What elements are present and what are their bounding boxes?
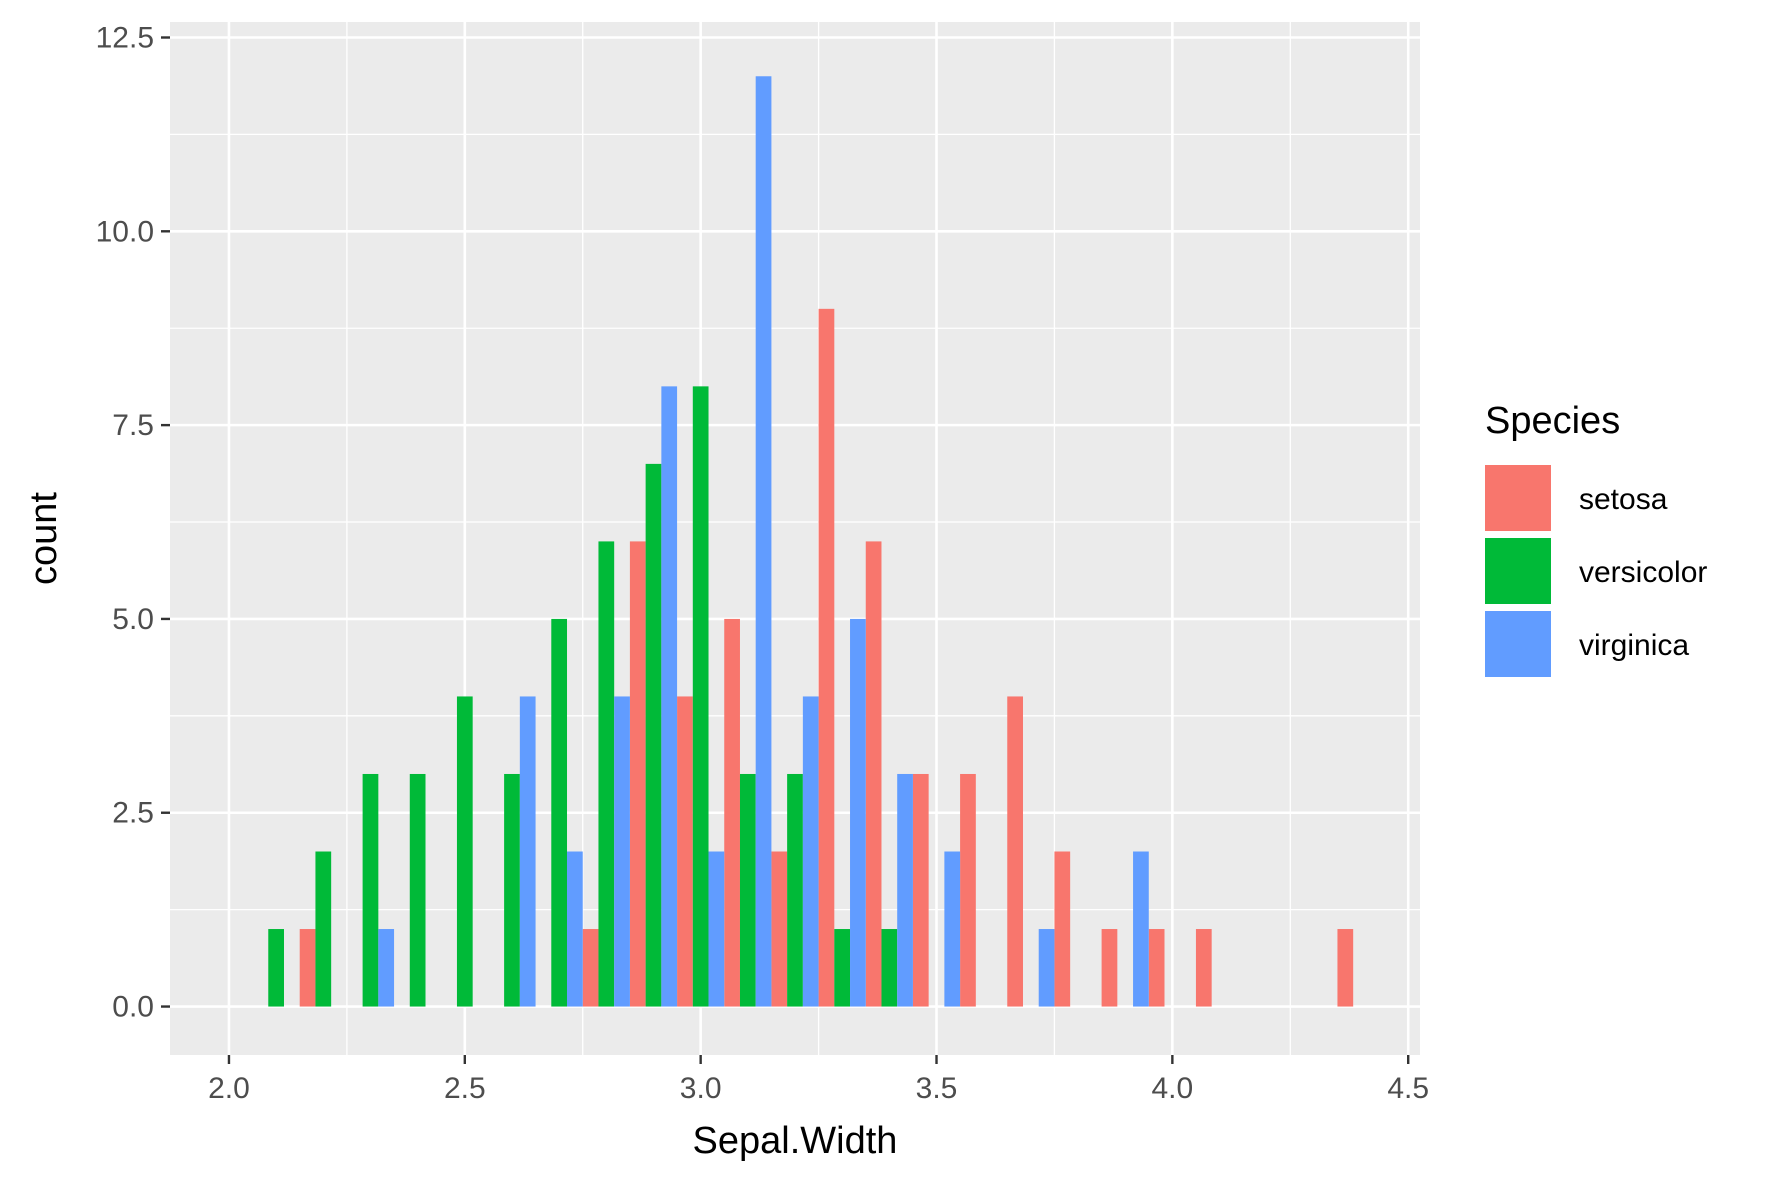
bar-versicolor [692,386,709,1007]
bar-virginica [519,696,536,1007]
bar-setosa [1148,929,1165,1007]
bar-setosa [865,541,882,1007]
bar-setosa [629,541,646,1007]
x-axis-title: Sepal.Width [693,1120,898,1162]
bar-versicolor [551,618,568,1007]
bar-virginica [661,386,678,1007]
y-tick-label: 0.0 [112,991,154,1024]
bar-versicolor [645,463,662,1007]
bar-virginica [378,929,395,1007]
bar-setosa [1101,929,1118,1007]
y-axis-title: count [23,492,65,585]
bars [268,76,1354,1007]
bar-setosa [960,773,976,1007]
bar-virginica [755,76,772,1007]
legend-label-virginica: virginica [1579,629,1689,662]
bar-setosa [724,618,740,1007]
bar-setosa [677,696,693,1007]
bar-versicolor [739,773,756,1007]
bar-versicolor [598,541,615,1007]
bar-virginica [944,851,961,1007]
legend-label-versicolor: versicolor [1579,556,1707,589]
bar-virginica [850,618,866,1007]
bar-versicolor [834,929,851,1007]
x-tick-label: 4.0 [1151,1072,1193,1105]
bar-versicolor [268,929,284,1007]
bar-setosa [1054,851,1071,1007]
legend: Species setosa versicolor virginica [1485,400,1707,677]
bar-versicolor [456,696,473,1007]
bar-virginica [1133,851,1149,1007]
y-tick-label: 5.0 [112,603,154,636]
bar-virginica [567,851,583,1007]
legend-title: Species [1485,400,1620,442]
legend-label-setosa: setosa [1579,483,1668,516]
x-tick-label: 2.0 [208,1072,250,1105]
bar-versicolor [362,773,379,1007]
bar-virginica [802,696,819,1007]
bar-virginica [897,773,913,1007]
x-axis: 2.0 2.5 3.0 3.5 4.0 4.5 [208,1055,1429,1105]
y-tick-label: 2.5 [112,797,154,830]
bar-setosa [818,308,835,1007]
bar-setosa [582,929,599,1007]
bar-setosa [299,929,316,1007]
x-tick-label: 3.5 [916,1072,958,1105]
bar-setosa [912,773,929,1007]
bar-virginica [1038,929,1055,1007]
bar-versicolor [409,773,426,1007]
bar-setosa [1195,929,1212,1007]
bar-versicolor [787,773,803,1007]
legend-key-setosa [1485,465,1551,531]
bar-versicolor [504,773,520,1007]
bar-virginica [614,696,630,1007]
x-tick-label: 2.5 [444,1072,486,1105]
x-tick-label: 4.5 [1387,1072,1429,1105]
bar-versicolor [881,929,898,1007]
bar-setosa [1337,929,1354,1007]
bar-setosa [1007,696,1023,1007]
bar-setosa [771,851,788,1007]
x-tick-label: 3.0 [680,1072,722,1105]
bar-versicolor [315,851,332,1007]
y-tick-label: 12.5 [96,22,154,55]
y-tick-label: 7.5 [112,409,154,442]
legend-key-virginica [1485,611,1551,677]
y-tick-label: 10.0 [96,215,154,248]
legend-key-versicolor [1485,538,1551,604]
y-axis: 0.0 2.5 5.0 7.5 10.0 12.5 [96,22,170,1024]
bar-virginica [708,851,725,1007]
